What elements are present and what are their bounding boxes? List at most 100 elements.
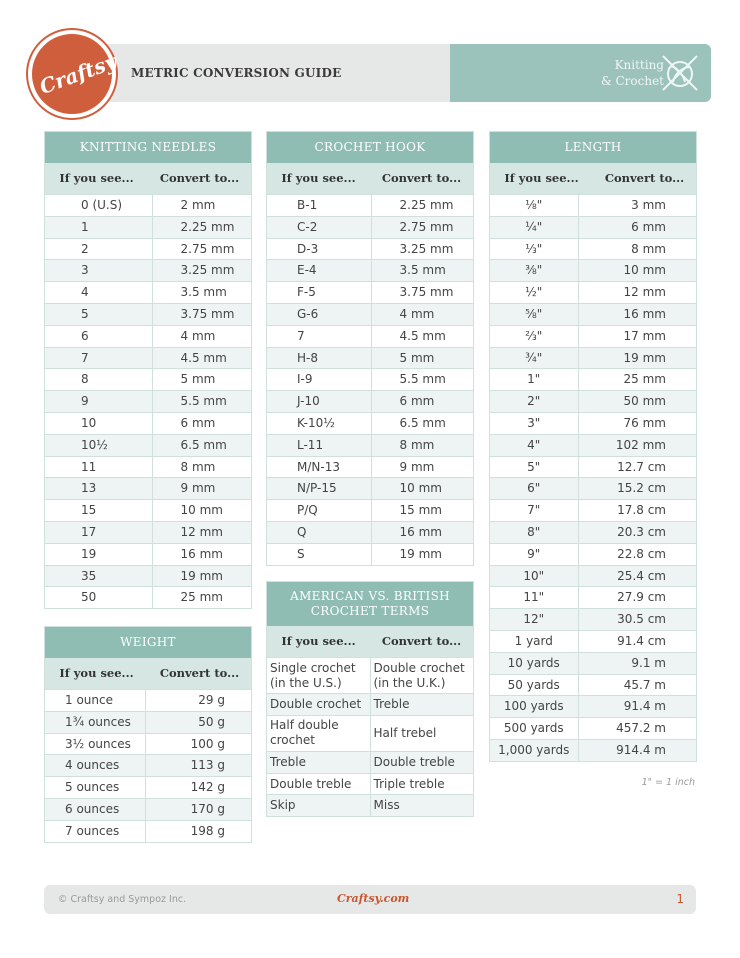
- cell-source: Half double crochet: [267, 715, 371, 751]
- cell-source: 11": [490, 587, 579, 609]
- column-header-target: Convert to...: [159, 666, 240, 680]
- table-row: K-10½ 6.5 mm: [267, 411, 473, 434]
- cell-source: 5": [490, 456, 579, 478]
- cell-target: 50 mm: [623, 394, 666, 409]
- cell-target: 91.4 cm: [617, 633, 666, 648]
- cell-target: 6.5 mm: [180, 437, 227, 452]
- cell-target: 914.4 m: [616, 742, 666, 757]
- table-body: ⅛" 3 mm ¼" 6 mm ⅓" 8 mm ⅜" 10 mm ½" 12 mm ⅝" 16 mm ⅔…: [490, 194, 696, 761]
- table-row: 5" 12.7 cm: [490, 455, 696, 478]
- cell-source: 9: [45, 391, 153, 412]
- cell-source: S: [267, 543, 372, 565]
- cell-target: 6 mm: [180, 415, 216, 430]
- cell-source: B-1: [267, 195, 372, 216]
- cell-source: 3½ ounces: [45, 733, 146, 755]
- cell-source: 6 ounces: [45, 798, 146, 820]
- table-row: 15 10 mm: [45, 499, 251, 521]
- cell-source: 1¾ ounces: [45, 711, 146, 733]
- table-row: 8" 20.3 cm: [490, 520, 696, 543]
- cell-target: 25.4 cm: [617, 568, 666, 583]
- table-row: 7 4.5 mm: [267, 324, 473, 347]
- cell-target: 3.25 mm: [180, 263, 235, 278]
- cell-target: 17 mm: [623, 328, 666, 343]
- table-row: 1,000 yards 914.4 m: [490, 738, 696, 761]
- table-row: 6" 15.2 cm: [490, 477, 696, 500]
- cell-source: I-9: [267, 369, 372, 391]
- cell-source: ⅝": [490, 303, 579, 325]
- table-row: 7 ounces 198 g: [45, 819, 251, 842]
- cell-target: 457.2 m: [616, 721, 666, 736]
- cell-source: 100 yards: [490, 696, 579, 718]
- cell-target: 100 g: [190, 736, 225, 751]
- table-row: G-6 4 mm: [267, 302, 473, 325]
- cell-target: 50 g: [198, 714, 225, 729]
- craftsy-logo[interactable]: Craftsy: [28, 30, 120, 118]
- table-row: 0 (U.S) 2 mm: [45, 194, 251, 216]
- cell-target: 16 mm: [180, 546, 223, 561]
- cell-source: L-11: [267, 434, 372, 456]
- table-row: 5 3.75 mm: [45, 302, 251, 325]
- cell-source: G-6: [267, 303, 372, 325]
- cell-target: 17.8 cm: [617, 503, 666, 518]
- table-row: ¾" 19 mm: [490, 346, 696, 369]
- table-row: 1 2.25 mm: [45, 215, 251, 238]
- cell-source: 7: [45, 347, 153, 369]
- table-row: 10½ 6.5 mm: [45, 433, 251, 456]
- cell-source: P/Q: [267, 500, 372, 521]
- table-title: KNITTING NEEDLES: [45, 132, 251, 163]
- cell-target: 10 mm: [399, 481, 442, 496]
- cell-source: J-10: [267, 391, 372, 412]
- cell-target: 2.25 mm: [399, 198, 454, 212]
- cell-source: 15: [45, 500, 153, 521]
- cell-target: 91.4 m: [623, 699, 666, 714]
- table-row: ⅝" 16 mm: [490, 302, 696, 325]
- table-body: 0 (U.S) 2 mm 1 2.25 mm 2 2.75 mm 3 3.25 mm 4 3.5 …: [45, 194, 251, 609]
- table-row: 500 yards 457.2 m: [490, 717, 696, 739]
- cell-target: 142 g: [190, 780, 225, 795]
- table-row: D-3 3.25 mm: [267, 237, 473, 260]
- cell-target: Miss: [373, 798, 400, 813]
- table-row: ⅓" 8 mm: [490, 237, 696, 260]
- column-headers: If you see... Convert to...: [45, 658, 251, 689]
- table-row: H-8 5 mm: [267, 346, 473, 369]
- column-headers: If you see... Convert to...: [267, 626, 473, 657]
- site-link[interactable]: Craftsy.com: [337, 892, 410, 905]
- table-body: Single crochet (in the U.S.) Double croch…: [267, 657, 473, 817]
- cell-target: 3.5 mm: [180, 285, 227, 300]
- column-header-target: Convert to...: [381, 634, 462, 648]
- table-row: 50 yards 45.7 m: [490, 673, 696, 696]
- cell-target: 8 mm: [180, 459, 216, 474]
- table-row: 1" 25 mm: [490, 368, 696, 391]
- cell-target: 4 mm: [180, 328, 216, 343]
- cell-target: 6 mm: [631, 219, 666, 234]
- table-row: ½" 12 mm: [490, 281, 696, 303]
- table-row: 4 ounces 113 g: [45, 754, 251, 777]
- table-row: Q 16 mm: [267, 520, 473, 543]
- cell-target: 2.75 mm: [180, 241, 235, 256]
- cell-target: 3.75 mm: [180, 306, 235, 321]
- cell-target: 3.25 mm: [399, 241, 454, 256]
- table-title: WEIGHT: [45, 627, 251, 658]
- table-row: 6 4 mm: [45, 324, 251, 347]
- cell-source: C-2: [267, 216, 372, 238]
- cell-target: Half trebel: [373, 725, 437, 740]
- cell-target: 198 g: [190, 823, 225, 838]
- cell-target: 3 mm: [631, 198, 666, 212]
- cell-source: 50: [45, 587, 153, 609]
- cell-target: 4.5 mm: [180, 350, 227, 365]
- cell-target: 2 mm: [180, 198, 216, 212]
- cell-target: 30.5 cm: [617, 612, 666, 627]
- crochet-hook-table: CROCHET HOOK If you see... Convert to... B-…: [266, 131, 474, 566]
- cell-source: 13: [45, 478, 153, 500]
- cell-source: 500 yards: [490, 718, 579, 739]
- cell-target: 8 mm: [631, 241, 666, 256]
- table-row: 10 yards 9.1 m: [490, 651, 696, 674]
- category-label: Knitting & Crochet: [601, 57, 664, 89]
- cell-target: 19 mm: [399, 546, 442, 561]
- page-number: 1: [676, 892, 684, 906]
- table-row: 2 2.75 mm: [45, 237, 251, 260]
- cell-source: Skip: [267, 795, 371, 817]
- table-row: L-11 8 mm: [267, 433, 473, 456]
- table-row: Half double crochet Half trebel: [267, 714, 473, 751]
- table-row: 1¾ ounces 50 g: [45, 710, 251, 733]
